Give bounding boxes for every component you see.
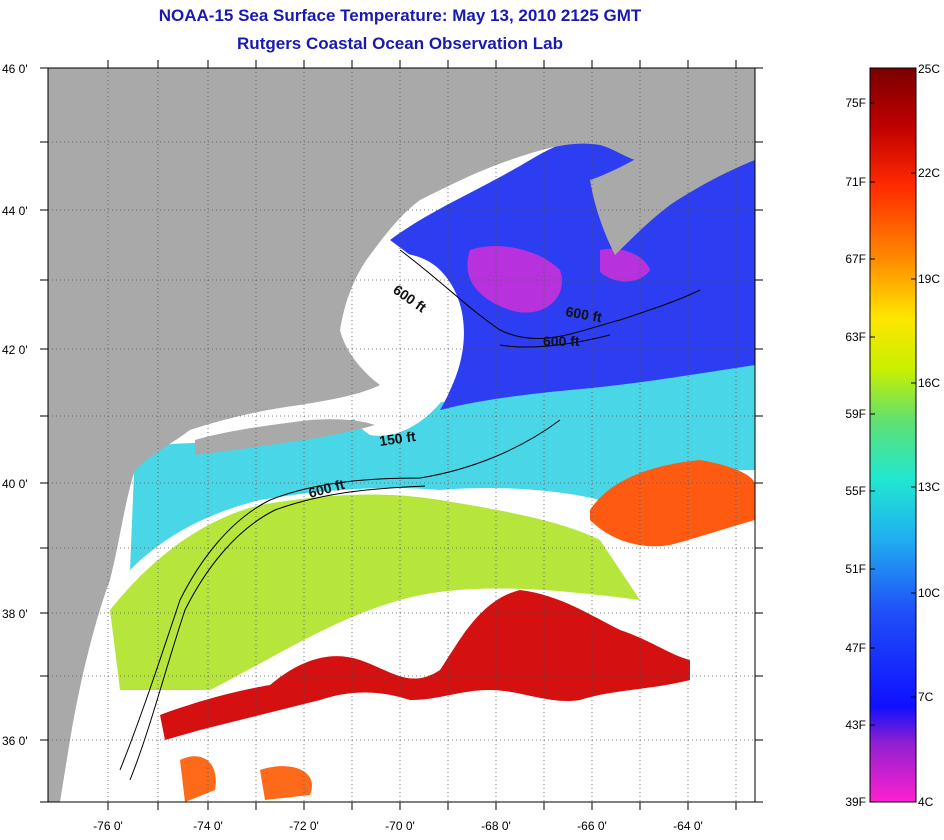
map-border [47,67,756,803]
map-title: NOAA-15 Sea Surface Temperature: May 13,… [158,6,642,25]
warm-patch [180,756,216,802]
colorbar-c-label: 13C [918,480,940,494]
cloud-cover [343,253,464,436]
lon-label: -70 0' [385,819,415,833]
warm-eddy [590,460,755,547]
colorbar-f-label: 47F [845,641,866,655]
lon-label: -74 0' [193,819,223,833]
colorbar-f-label: 55F [845,484,866,498]
colorbar-f-label: 51F [845,562,866,576]
lat-label: 38 0' [2,607,28,621]
colorbar-c-label: 22C [918,166,940,180]
colorbar-c-label: 19C [918,272,940,286]
sst-warm-zone [110,494,640,690]
bathymetry-contours [119,249,701,781]
sst-shelf-water [130,360,755,570]
land-mass [48,68,755,802]
sst-cold-patch [467,246,562,313]
depth-label: 600 ft [564,303,603,325]
colorbar-c-label: 25C [918,62,940,76]
lon-label: -64 0' [673,819,703,833]
colorbar [869,67,917,803]
colorbar-f-label: 75F [845,96,866,110]
colorbar-f-label: 39F [845,795,866,809]
tick-marks [40,60,763,810]
sst-cold-patch [600,248,650,282]
colorbar-c-label: 16C [918,376,940,390]
colorbar-c-label: 10C [918,586,940,600]
lat-label: 44 0' [2,204,28,218]
colorbar-f-label: 71F [845,175,866,189]
lon-label: -76 0' [93,819,123,833]
lat-label: 46 0' [2,62,28,76]
lon-label: -72 0' [289,819,319,833]
colorbar-c-label: 7C [918,690,934,704]
land-long-island [195,419,375,455]
depth-label: 150 ft [378,428,417,449]
depth-label: 600 ft [543,333,580,349]
colorbar-f-label: 59F [845,407,866,421]
lat-label: 36 0' [2,734,28,748]
colorbar-f-label: 67F [845,252,866,266]
colorbar-f-label: 43F [845,718,866,732]
lon-label: -66 0' [577,819,607,833]
land-nova-scotia [590,100,755,255]
warm-patch [260,766,312,800]
lat-label: 42 0' [2,343,28,357]
lon-label: -68 0' [481,819,511,833]
colorbar-c-label: 4C [918,795,934,809]
gulf-stream [160,590,690,740]
colorbar-f-label: 63F [845,330,866,344]
map-subtitle: Rutgers Coastal Ocean Observation Lab [237,34,563,53]
colorbar-ticks [870,102,916,726]
lat-label: 40 0' [2,477,28,491]
